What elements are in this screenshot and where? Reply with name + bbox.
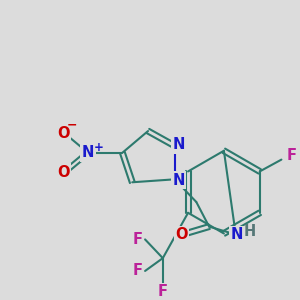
Text: F: F [132,232,142,247]
Text: N: N [172,137,185,152]
Text: F: F [132,263,142,278]
Text: F: F [286,148,296,163]
Text: +: + [94,141,104,154]
Text: H: H [243,224,256,239]
Text: F: F [158,284,168,299]
Text: O: O [175,227,188,242]
Text: N: N [230,227,243,242]
Text: N: N [82,145,94,160]
Text: N: N [172,173,185,188]
Text: O: O [57,165,70,180]
Text: O: O [57,125,70,140]
Text: −: − [67,118,77,132]
